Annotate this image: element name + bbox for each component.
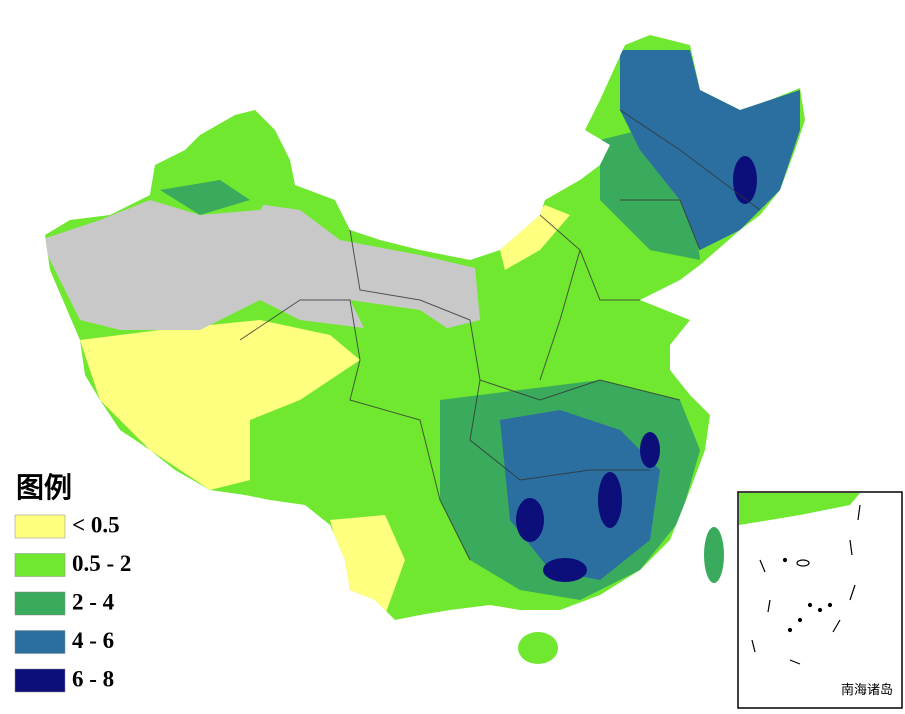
no-data-region <box>45 190 480 330</box>
region <box>600 130 700 260</box>
legend-label: < 0.5 <box>72 512 120 537</box>
inset-islands <box>751 504 861 665</box>
region <box>160 180 250 215</box>
legend: 图例 < 0.5 0.5 - 2 2 - 4 4 - 6 6 - 8 <box>14 471 131 693</box>
inset-label: 南海诸岛 <box>841 682 893 698</box>
hainan <box>518 632 558 664</box>
legend-title: 图例 <box>16 471 72 504</box>
region <box>500 205 570 270</box>
legend-label: 4 - 6 <box>72 628 114 653</box>
region <box>640 432 660 468</box>
region <box>500 410 660 580</box>
legend-label: 6 - 8 <box>72 666 114 691</box>
legend-swatch <box>14 514 66 539</box>
taiwan <box>704 527 724 583</box>
region <box>350 300 450 370</box>
legend-label: 0.5 - 2 <box>72 551 131 576</box>
region <box>80 320 360 490</box>
region <box>733 156 757 204</box>
legend-label: 2 - 4 <box>72 589 115 614</box>
region <box>598 472 622 528</box>
inset-frame <box>737 491 903 709</box>
legend-swatch <box>14 630 66 654</box>
inset-land <box>739 493 860 525</box>
region <box>516 498 544 542</box>
legend-swatch <box>14 591 66 616</box>
legend-swatch <box>14 668 66 693</box>
region <box>543 558 587 582</box>
legend-swatch <box>14 553 66 577</box>
